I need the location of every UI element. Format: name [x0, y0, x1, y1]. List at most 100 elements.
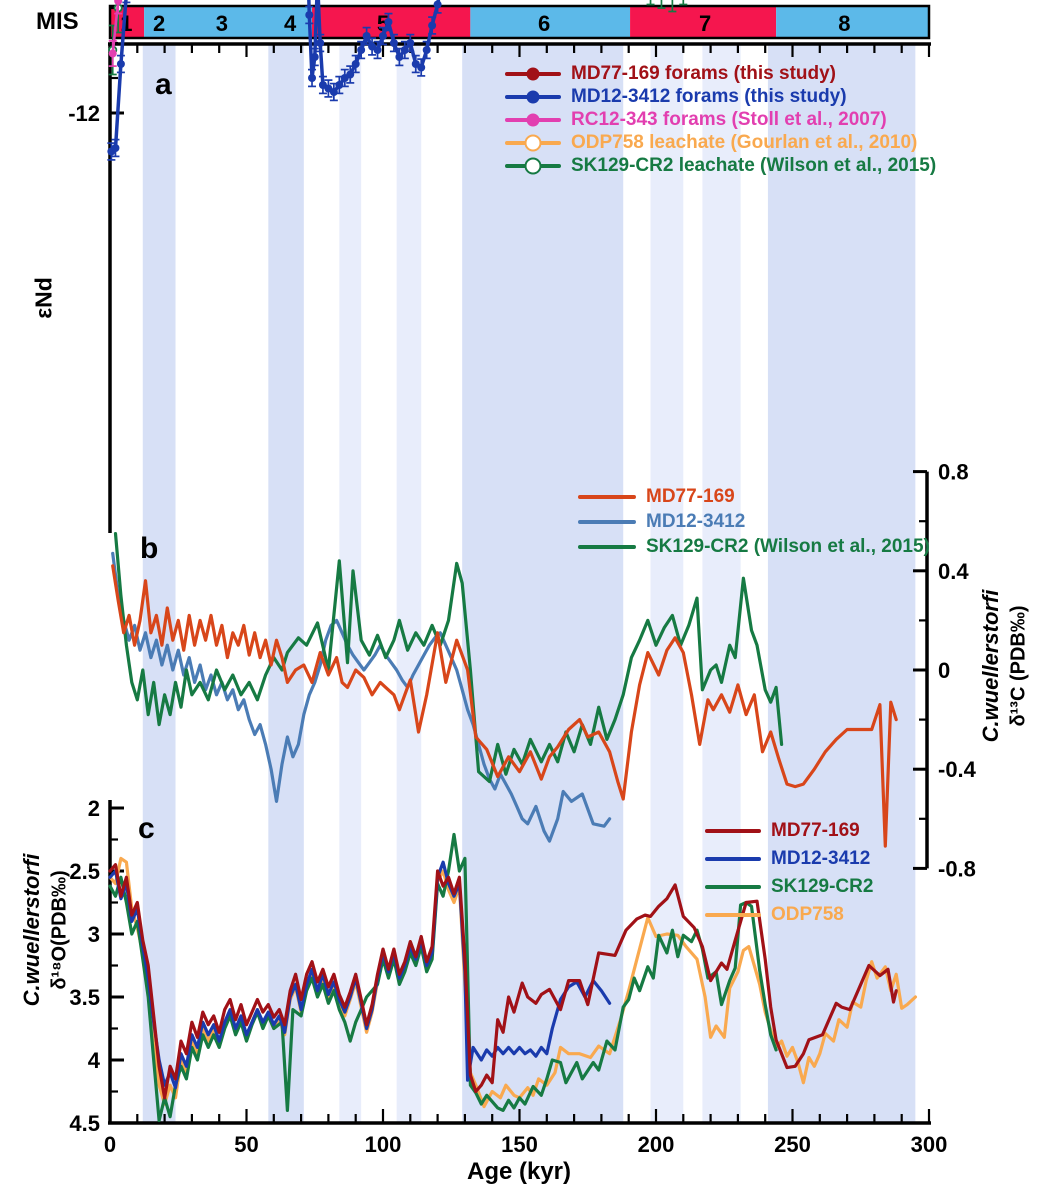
filled-circle-marker-icon	[526, 113, 540, 127]
data-point	[389, 39, 398, 47]
series-md77-c-line	[108, 863, 898, 1100]
data-point	[373, 46, 382, 54]
legend-label: ODP758 leachate (Gourlan et al., 2010)	[571, 132, 918, 153]
d18o-tick-label: 2	[88, 796, 100, 821]
data-point	[406, 39, 415, 47]
legend-color-line	[705, 913, 761, 917]
age-tick-label: 100	[365, 1132, 402, 1157]
data-point	[351, 60, 360, 68]
series-md77-b-line	[111, 564, 898, 848]
d13c-tick-label: -0.4	[938, 757, 977, 782]
d18o-axis-unit-label: δ¹⁸O(PDB‰)	[48, 870, 71, 990]
legend-color-line	[578, 495, 636, 499]
mis-bar-border	[108, 4, 931, 40]
data-point	[395, 53, 404, 61]
age-tick-label: 150	[501, 1132, 538, 1157]
data-point	[305, 11, 314, 19]
legend-color-line	[705, 857, 761, 861]
data-point	[335, 81, 344, 89]
legend-label: MD12-3412	[771, 848, 871, 869]
d18o-tick-label: 3	[88, 922, 100, 947]
d13c-axis-unit-label: δ¹³C (PDB‰)	[1007, 605, 1030, 727]
epsnd-axis-title: εNd	[30, 277, 57, 319]
data-point	[400, 46, 409, 54]
legend-label: RC12-343 forams (Stoll et al., 2007)	[571, 109, 887, 130]
data-point	[384, 18, 393, 26]
age-tick-label: 200	[638, 1132, 675, 1157]
age-tick-label: 250	[774, 1132, 811, 1157]
data-point	[108, 49, 117, 58]
legend-label: MD77-169 forams (this study)	[571, 63, 837, 84]
d18o-axis-species-label: C.wuellerstorfi	[19, 853, 44, 1007]
data-point	[433, 0, 442, 9]
filled-circle-marker-icon	[526, 67, 540, 81]
legend-label: MD12-3412	[646, 511, 746, 532]
mis-segment	[630, 6, 777, 38]
mis-segment	[470, 6, 631, 38]
mis-shading-band	[650, 44, 684, 1123]
data-point	[111, 144, 120, 152]
data-point	[362, 32, 371, 40]
data-point	[379, 32, 387, 40]
d18o-tick-label: 4.5	[69, 1111, 100, 1136]
mis-shading-band	[268, 44, 304, 1123]
mis-segment-label: 7	[699, 11, 711, 36]
filled-circle-marker-icon	[526, 90, 540, 104]
data-point	[308, 74, 317, 82]
d13c-tick-label: 0	[938, 658, 950, 683]
mis-segment-label: 8	[838, 11, 850, 36]
d18o-tick-label: 4	[88, 1048, 101, 1073]
d18o-tick-label: 2.5	[69, 859, 100, 884]
d13c-tick-label: 0.4	[938, 559, 969, 584]
epsnd-tick-label: -12	[68, 101, 100, 126]
panel-c-letter: c	[138, 812, 155, 845]
mis-segment	[144, 6, 313, 38]
data-point	[316, 39, 325, 47]
legend-label: MD12-3412 forams (this study)	[571, 86, 847, 107]
legend-label: ODP758	[771, 904, 844, 925]
legend-color-line	[705, 885, 761, 889]
mis-shading-band	[462, 44, 624, 1123]
age-tick-label: 0	[104, 1132, 116, 1157]
age-tick-label: 50	[234, 1132, 258, 1157]
data-point	[114, 0, 123, 5]
mis-segment	[776, 6, 929, 38]
open-circle-marker-icon	[524, 157, 542, 175]
panel-a-letter: a	[155, 68, 172, 101]
data-point	[116, 60, 125, 68]
legend-label: SK129-CR2 (Wilson et al., 2015)	[646, 536, 930, 557]
d13c-tick-label: -0.8	[938, 856, 976, 881]
data-point	[357, 46, 366, 54]
mis-segment-label: 4	[284, 11, 297, 36]
data-point	[417, 63, 426, 72]
legend-label: SK129-CR2 leachate (Wilson et al., 2015)	[571, 155, 937, 176]
panel-b-letter: b	[140, 532, 159, 565]
legend-label: MD77-169	[646, 486, 735, 507]
legend-color-line	[505, 67, 561, 81]
d18o-tick-label: 3.5	[69, 985, 100, 1010]
open-circle-marker-icon	[524, 134, 542, 152]
legend-label: SK129-CR2	[771, 876, 874, 897]
mis-segment-label: 2	[153, 11, 165, 36]
mis-shading-band	[142, 44, 176, 1123]
legend-color-line	[578, 520, 636, 524]
mis-shading-band	[339, 44, 362, 1123]
d13c-axis-species-label: C.wuellerstorfi	[978, 589, 1003, 743]
legend-color-line	[505, 90, 561, 104]
age-tick-label: 300	[911, 1132, 948, 1157]
legend-color-line	[505, 157, 561, 175]
mis-shading-band	[767, 44, 916, 1123]
legend-color-line	[705, 829, 761, 833]
age-axis-title: Age (kyr)	[466, 1158, 572, 1185]
series-md12-c-line	[108, 860, 612, 1090]
mis-segment-label: 3	[216, 11, 228, 36]
data-point	[422, 46, 431, 54]
data-point	[346, 70, 355, 79]
legend-color-line	[578, 545, 636, 549]
mis-segment-label: 6	[538, 11, 550, 36]
data-point	[310, 53, 319, 61]
legend-color-line	[505, 113, 561, 127]
legend-label: MD77-169	[771, 820, 860, 841]
